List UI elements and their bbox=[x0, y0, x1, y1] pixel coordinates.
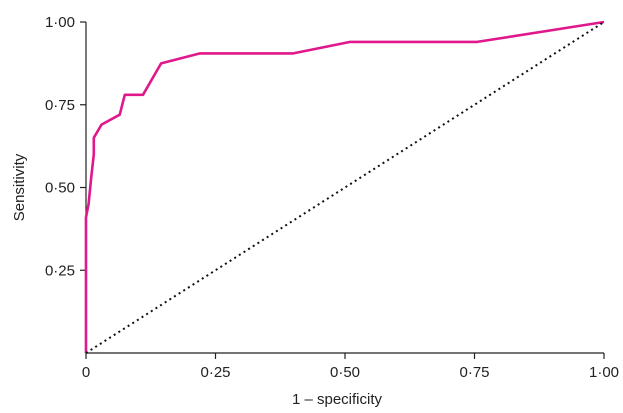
x-tick-label: 0·25 bbox=[200, 364, 230, 381]
x-axis-title: 1 – specificity bbox=[292, 391, 383, 408]
roc-curve-line bbox=[84, 20, 605, 353]
y-tick-label: 0·50 bbox=[45, 180, 75, 197]
series-group bbox=[84, 20, 605, 354]
y-tick-label: 0·25 bbox=[45, 262, 75, 279]
reference-diagonal-line bbox=[85, 21, 605, 354]
y-tick-label: 0·75 bbox=[45, 97, 75, 114]
y-tick-label: 1·00 bbox=[45, 14, 75, 31]
y-axis-title: Sensitivity bbox=[11, 153, 28, 221]
x-tick-label: 0·75 bbox=[459, 364, 489, 381]
ticks: 0 0·25 0·50 0·75 1·00 0·25 0·50 0·75 1·00 bbox=[45, 14, 619, 381]
x-tick-label: 0·50 bbox=[330, 364, 360, 381]
x-tick-label: 0 bbox=[82, 364, 90, 381]
x-tick-label: 1·00 bbox=[589, 364, 619, 381]
